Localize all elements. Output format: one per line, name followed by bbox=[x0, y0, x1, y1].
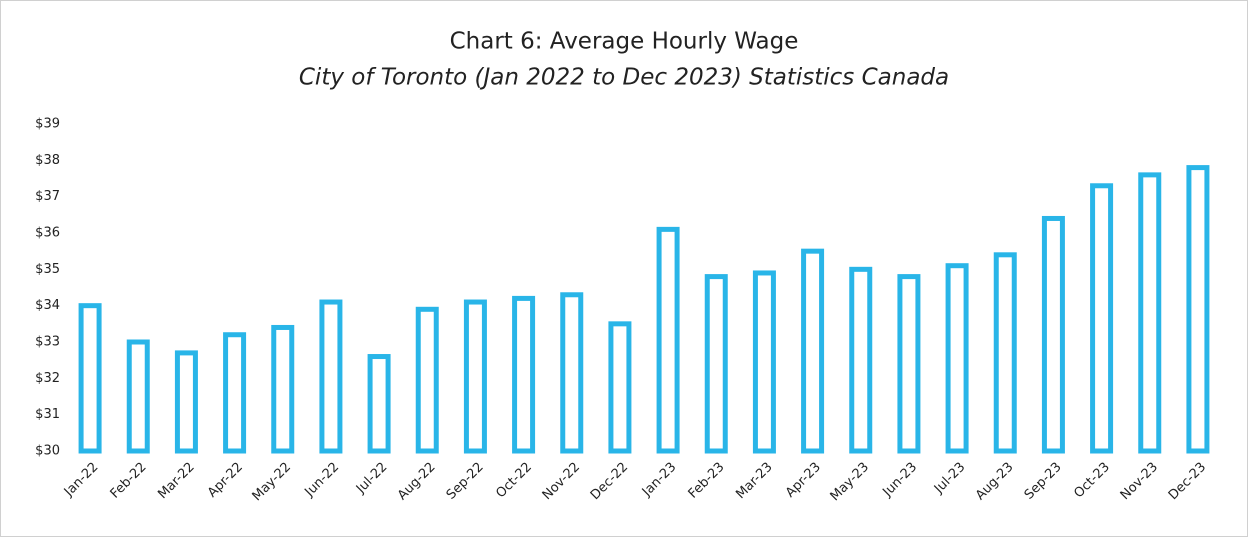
bar bbox=[512, 295, 536, 454]
bar bbox=[415, 306, 439, 454]
bar bbox=[78, 303, 102, 454]
bar bbox=[126, 339, 150, 454]
y-tick-label: $38 bbox=[35, 153, 60, 168]
y-tick-label: $35 bbox=[35, 262, 60, 277]
bar bbox=[656, 226, 680, 454]
chart-title: Chart 6: Average Hourly Wage bbox=[450, 29, 799, 55]
bar bbox=[945, 263, 969, 454]
bar bbox=[608, 321, 632, 454]
bar bbox=[1090, 183, 1114, 454]
bar bbox=[319, 299, 343, 454]
bar bbox=[801, 248, 825, 454]
y-tick-label: $30 bbox=[35, 444, 60, 459]
bar bbox=[752, 270, 776, 454]
bar bbox=[1138, 172, 1162, 454]
y-tick-label: $33 bbox=[35, 335, 60, 350]
bar bbox=[463, 299, 487, 454]
chart-subtitle: City of Toronto (Jan 2022 to Dec 2023) S… bbox=[299, 65, 949, 91]
bar bbox=[367, 354, 391, 454]
y-tick-label: $39 bbox=[35, 117, 60, 132]
y-tick-label: $37 bbox=[35, 189, 60, 204]
bar bbox=[1186, 165, 1210, 454]
bar bbox=[174, 350, 198, 454]
bar bbox=[223, 332, 247, 454]
bar bbox=[560, 292, 584, 454]
y-tick-label: $34 bbox=[35, 298, 60, 313]
bar bbox=[993, 252, 1017, 454]
y-tick-label: $32 bbox=[35, 371, 60, 386]
y-tick-label: $36 bbox=[35, 226, 60, 241]
bar bbox=[1041, 215, 1065, 454]
bar bbox=[849, 266, 873, 454]
y-tick-label: $31 bbox=[35, 407, 60, 422]
bar bbox=[897, 274, 921, 454]
bar bbox=[704, 274, 728, 454]
bar bbox=[271, 324, 295, 454]
